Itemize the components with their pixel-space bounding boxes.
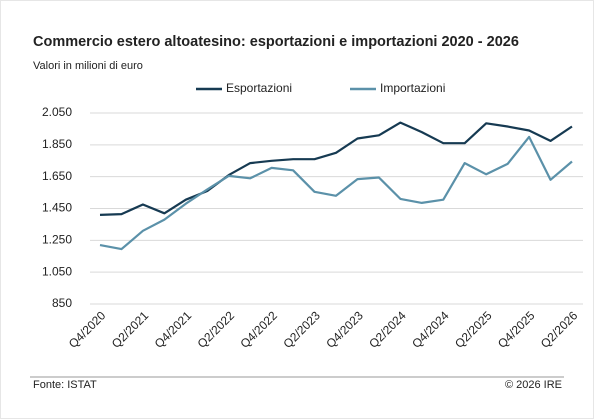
legend-label: Importazioni <box>380 81 445 95</box>
y-tick-label: 1.650 <box>42 169 72 183</box>
chart-title: Commercio estero altoatesino: esportazio… <box>33 34 519 50</box>
source: Fonte: ISTAT <box>33 379 97 391</box>
y-tick-label: 1.450 <box>42 201 72 215</box>
series-line <box>99 135 573 251</box>
y-tick-label: 1.250 <box>42 233 72 247</box>
copyright: © 2026 IRE <box>505 379 562 391</box>
y-tick-label: 1.050 <box>42 264 72 278</box>
y-tick-label: 1.850 <box>42 137 72 151</box>
series-line <box>99 121 573 216</box>
chart-subtitle: Valori in milioni di euro <box>33 60 143 72</box>
y-tick-label: 850 <box>52 296 72 310</box>
legend-label: Esportazioni <box>226 81 292 95</box>
y-tick-label: 2.050 <box>42 105 72 119</box>
